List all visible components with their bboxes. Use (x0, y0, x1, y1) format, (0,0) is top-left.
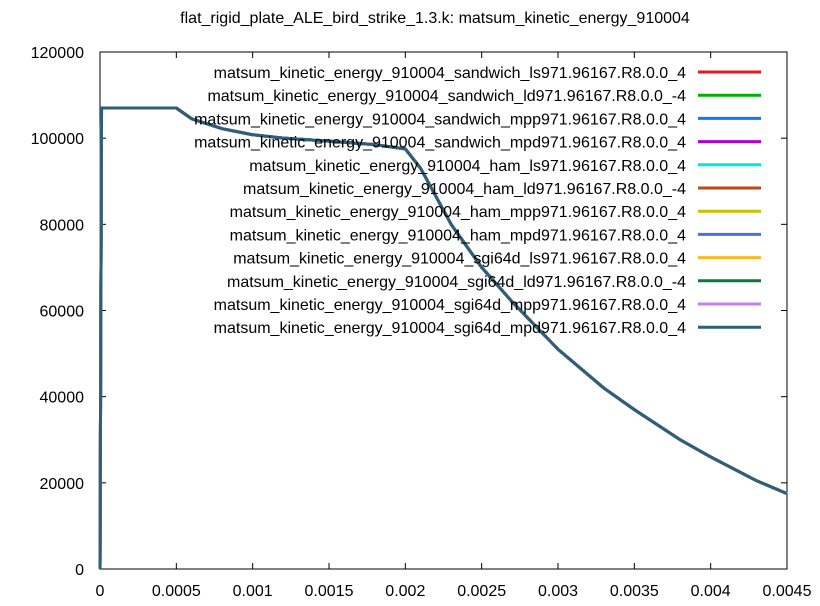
y-tick-label: 60000 (40, 304, 85, 321)
legend-label-2: matsum_kinetic_energy_910004_sandwich_ld… (207, 88, 686, 105)
series-line-3 (98, 106, 788, 570)
series-lines (98, 106, 788, 570)
legend-label-12: matsum_kinetic_energy_910004_sgi64d_mpd9… (214, 320, 686, 337)
legend-label-11: matsum_kinetic_energy_910004_sgi64d_mpp9… (214, 297, 686, 314)
y-tick-label: 40000 (40, 390, 85, 407)
x-tick-label: 0.003 (538, 583, 578, 600)
y-tick-label: 100000 (31, 131, 84, 148)
series-line-1 (98, 106, 788, 570)
legend-label-6: matsum_kinetic_energy_910004_ham_ld971.9… (243, 181, 686, 198)
legend-label-8: matsum_kinetic_energy_910004_ham_mpd971.… (230, 227, 686, 244)
legend-label-4: matsum_kinetic_energy_910004_sandwich_mp… (194, 135, 686, 152)
x-tick-label: 0.004 (691, 583, 731, 600)
x-tick-label: 0.0025 (457, 583, 506, 600)
series-line-12 (98, 106, 788, 570)
legend-label-10: matsum_kinetic_energy_910004_sgi64d_ld97… (227, 274, 686, 291)
legend-label-5: matsum_kinetic_energy_910004_ham_ls971.9… (249, 158, 686, 175)
series-line-4 (98, 106, 788, 570)
series-line-9 (98, 106, 788, 570)
x-tick-label: 0.0015 (305, 583, 354, 600)
series-line-8 (98, 106, 788, 570)
legend-label-3: matsum_kinetic_energy_910004_sandwich_mp… (194, 111, 686, 128)
chart-title: flat_rigid_plate_ALE_bird_strike_1.3.k: … (180, 10, 690, 27)
x-tick-label: 0.0005 (152, 583, 201, 600)
x-tick-label: 0.0035 (610, 583, 659, 600)
series-line-5 (98, 106, 788, 570)
legend-label-9: matsum_kinetic_energy_910004_sgi64d_ls97… (233, 251, 686, 268)
legend-label-7: matsum_kinetic_energy_910004_ham_mpp971.… (230, 204, 686, 221)
series-line-11 (98, 106, 788, 570)
x-axis: 0 0.0005 0.001 0.0015 0.002 0.0025 0.003 0.0035… (96, 52, 812, 600)
x-tick-label: 0.002 (385, 583, 425, 600)
x-tick-label: 0.001 (233, 583, 273, 600)
series-line-2 (98, 106, 788, 570)
x-tick-label: 0 (96, 583, 105, 600)
series-line-7 (98, 106, 788, 570)
legend-label-1: matsum_kinetic_energy_910004_sandwich_ls… (214, 65, 686, 82)
y-tick-label: 20000 (40, 476, 85, 493)
legend: matsum_kinetic_energy_910004_sandwich_ls… (194, 65, 761, 337)
series-line-10 (98, 106, 788, 570)
y-tick-label: 80000 (40, 217, 85, 234)
x-tick-label: 0.0045 (763, 583, 812, 600)
series-line-6 (98, 106, 788, 570)
y-tick-label: 120000 (31, 45, 84, 62)
y-tick-label: 0 (75, 562, 84, 579)
y-axis: 0 20000 40000 60000 80000 100000 120000 (31, 45, 787, 579)
